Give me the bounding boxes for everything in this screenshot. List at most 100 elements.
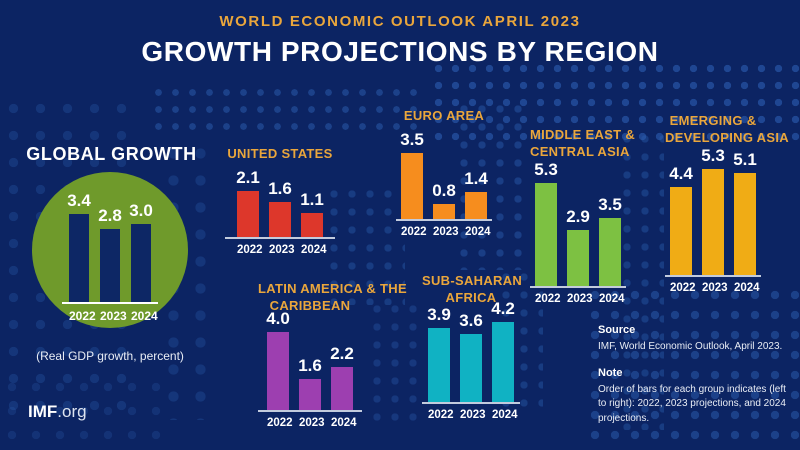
bar-group: 3.9 3.6 4.2 <box>422 296 520 402</box>
bar-value-label: 4.0 <box>266 309 290 328</box>
bar-cell: 3.5 <box>400 130 424 219</box>
year-label: 2023 <box>269 244 295 256</box>
chart-title-line: CARIBBEAN <box>269 298 351 313</box>
year-labels: 2022 2023 2024 <box>62 309 158 323</box>
bar-cell: 1.6 <box>268 178 292 237</box>
bar <box>301 212 323 237</box>
note-label: Note <box>598 366 623 379</box>
year-label: 2024 <box>465 226 491 238</box>
bar-value-label: 1.1 <box>300 189 324 209</box>
chart-middle-east-central-asia: MIDDLE EAST & CENTRAL ASIA 5.3 2.9 3.5 2022… <box>530 126 635 305</box>
axis-baseline <box>62 302 158 304</box>
bar-cell: 4.0 <box>266 309 290 410</box>
bar <box>465 192 487 219</box>
year-label: 2024 <box>301 244 327 256</box>
axis-baseline <box>396 219 492 221</box>
global-growth-title: GLOBAL GROWTH <box>26 144 197 164</box>
bar <box>599 218 621 286</box>
year-label: 2023 <box>567 293 593 305</box>
bar <box>428 327 450 402</box>
year-label: 2022 <box>670 282 696 294</box>
year-label: 2024 <box>492 409 518 421</box>
bar <box>433 203 455 219</box>
year-label: 2023 <box>100 309 127 323</box>
imf-logo-suffix: .org <box>57 402 87 421</box>
bar-cell: 3.4 <box>67 191 91 302</box>
chart-emerging-developing-asia: EMERGING & DEVELOPING ASIA 4.4 5.3 5.1 2022… <box>665 112 789 294</box>
year-label: 2022 <box>267 417 293 429</box>
bar-cell: 3.6 <box>459 311 483 402</box>
imf-org-logo: IMF.org <box>28 402 87 422</box>
bar <box>237 190 259 237</box>
report-kicker: WORLD ECONOMIC OUTLOOK APRIL 2023 <box>219 13 581 30</box>
bar-cell: 2.1 <box>236 167 260 237</box>
bar-value-label: 0.8 <box>432 180 456 200</box>
year-label: 2023 <box>702 282 728 294</box>
bar-value-label: 3.9 <box>427 304 451 324</box>
chart-title: SUB-SAHARAN AFRICA <box>422 272 523 306</box>
bar-cell: 3.9 <box>427 304 451 402</box>
year-label: 2022 <box>401 226 427 238</box>
bar-value-label: 3.5 <box>598 195 622 215</box>
chart-title: MIDDLE EAST & CENTRAL ASIA <box>530 126 635 160</box>
axis-baseline <box>530 286 626 288</box>
bar-value-label: 1.6 <box>298 355 322 375</box>
chart-title-line: CENTRAL ASIA <box>530 144 630 159</box>
map-dots-patch <box>368 300 418 430</box>
bar <box>299 378 321 410</box>
note-text: Order of bars for each group indicates (… <box>598 383 786 424</box>
bar <box>702 169 724 275</box>
bar-value-label: 2.9 <box>566 206 590 226</box>
footnotes: Source IMF, World Economic Outlook, Apri… <box>598 324 794 426</box>
bar-value-label: 5.1 <box>733 150 757 169</box>
bar <box>131 224 151 302</box>
year-labels: 2022 2023 2024 <box>422 409 520 421</box>
page-title: GROWTH PROJECTIONS BY REGION <box>141 36 659 67</box>
axis-baseline <box>225 237 335 239</box>
bar-value-label: 4.2 <box>491 299 515 319</box>
axis-baseline <box>422 402 520 404</box>
chart-title-line: EURO AREA <box>403 108 485 123</box>
chart-title: LATIN AMERICA & THE CARIBBEAN <box>258 280 407 314</box>
year-label: 2023 <box>433 226 459 238</box>
bar <box>267 332 289 410</box>
chart-title-line: UNITED STATES <box>227 146 333 161</box>
chart-title-line: AFRICA <box>445 290 497 305</box>
bar-cell: 5.3 <box>701 146 725 275</box>
chart-euro-area: EURO AREA 3.5 0.8 1.4 2022 2023 2024 <box>396 107 492 238</box>
bar-cell: 4.2 <box>491 299 515 402</box>
bar-value-label: 3.0 <box>129 201 153 220</box>
bar-cell: 5.3 <box>534 160 558 286</box>
chart-title-line: LATIN AMERICA & THE <box>258 281 407 296</box>
bar-group: 5.3 2.9 3.5 <box>530 157 626 286</box>
bar-value-label: 5.3 <box>534 160 558 180</box>
year-label: 2022 <box>428 409 454 421</box>
year-labels: 2022 2023 2024 <box>530 293 626 305</box>
bar-value-label: 2.1 <box>236 167 260 187</box>
bar <box>535 183 557 286</box>
bar <box>269 201 291 237</box>
bar-cell: 1.4 <box>464 169 488 219</box>
year-labels: 2022 2023 2024 <box>258 417 362 429</box>
year-label: 2023 <box>460 409 486 421</box>
bar <box>492 322 514 402</box>
source-label: Source <box>598 324 636 336</box>
bar-group: 3.5 0.8 1.4 <box>396 126 492 219</box>
bar <box>69 213 89 302</box>
year-labels: 2022 2023 2024 <box>396 226 492 238</box>
year-labels: 2022 2023 2024 <box>225 244 335 256</box>
bar-group: 4.0 1.6 2.2 <box>258 306 362 410</box>
imf-logo-text: IMF <box>28 402 58 421</box>
bar-group: 3.4 2.8 3.0 <box>62 188 158 302</box>
bar-value-label: 1.6 <box>268 178 292 198</box>
bar <box>401 152 423 219</box>
chart-title: UNITED STATES <box>225 145 335 162</box>
year-label: 2022 <box>237 244 263 256</box>
chart-title-line: SUB-SAHARAN <box>422 273 523 288</box>
bar <box>331 367 353 410</box>
bar-cell: 4.4 <box>669 164 693 275</box>
bar-cell: 2.2 <box>330 344 354 410</box>
bar-value-label: 2.2 <box>330 344 354 364</box>
source-text: IMF, World Economic Outlook, April 2023. <box>598 341 783 352</box>
